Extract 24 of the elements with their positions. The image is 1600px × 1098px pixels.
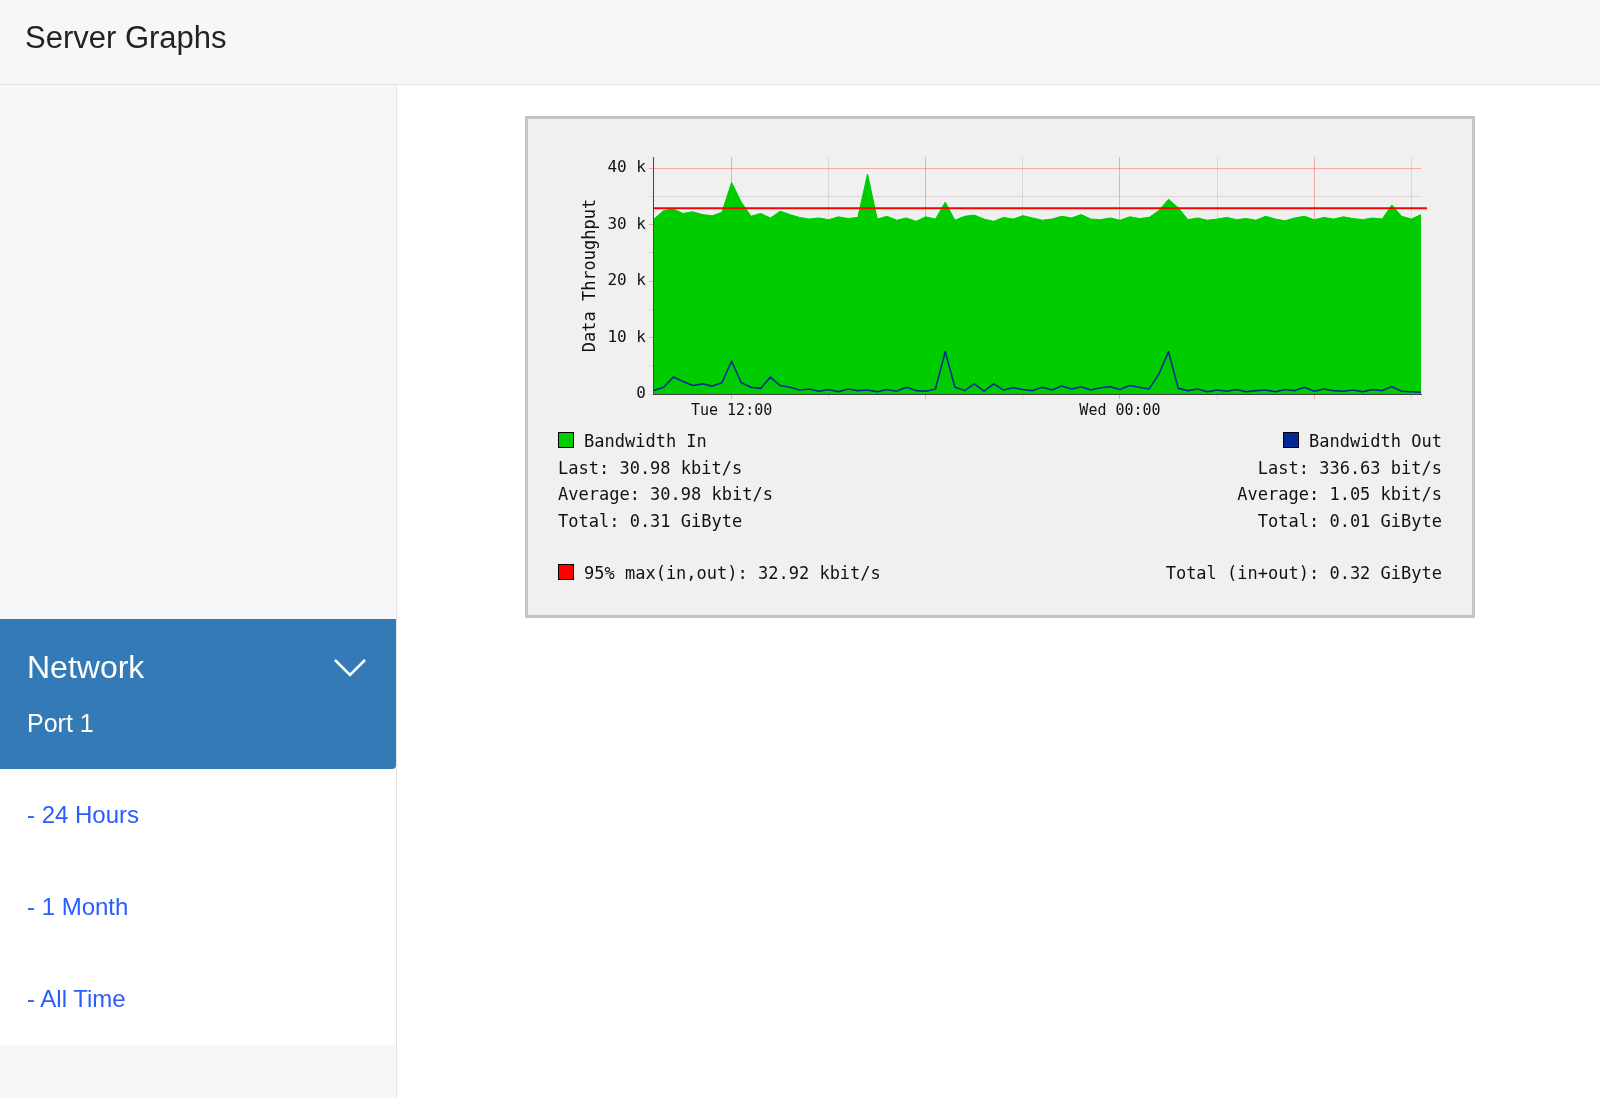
- text: Last: 336.63 bit/s: [1256, 457, 1442, 480]
- text: Total (in+out): 0.32 GiByte: [1165, 563, 1442, 585]
- text: Total: 0.01 GiByte: [1256, 510, 1442, 533]
- text: Port 1: [27, 709, 94, 738]
- text: - All Time: [27, 985, 126, 1013]
- y-tick-label: 10 k: [607, 326, 647, 346]
- text: Total: 0.31 GiByte: [558, 510, 744, 533]
- y-tick-label: 0: [636, 383, 646, 403]
- x-tick-label: Tue 12:00: [690, 400, 773, 419]
- text: Network: [27, 649, 145, 686]
- text: - 1 Month: [27, 893, 129, 921]
- y-tick-label: 40 k: [607, 157, 647, 177]
- y-axis-title: Data Throughput: [578, 198, 599, 353]
- x-tick-label: Wed 00:00: [1079, 400, 1161, 419]
- legend-label: Bandwidth Out: [1307, 431, 1442, 453]
- text: Server Graphs: [25, 20, 227, 56]
- text: Bandwidth In: [583, 431, 708, 453]
- y-tick-label: 20 k: [607, 270, 647, 290]
- text: - 24 Hours: [27, 801, 140, 829]
- text: Average: 1.05 kbit/s: [1237, 484, 1442, 506]
- text: Last: 30.98 kbit/s: [558, 457, 744, 480]
- y-tick-label: 30 k: [607, 213, 647, 233]
- text: Average: 30.98 kbit/s: [558, 484, 773, 506]
- legend-label: 95% max(in,out): 32.92 kbit/s: [583, 563, 881, 585]
